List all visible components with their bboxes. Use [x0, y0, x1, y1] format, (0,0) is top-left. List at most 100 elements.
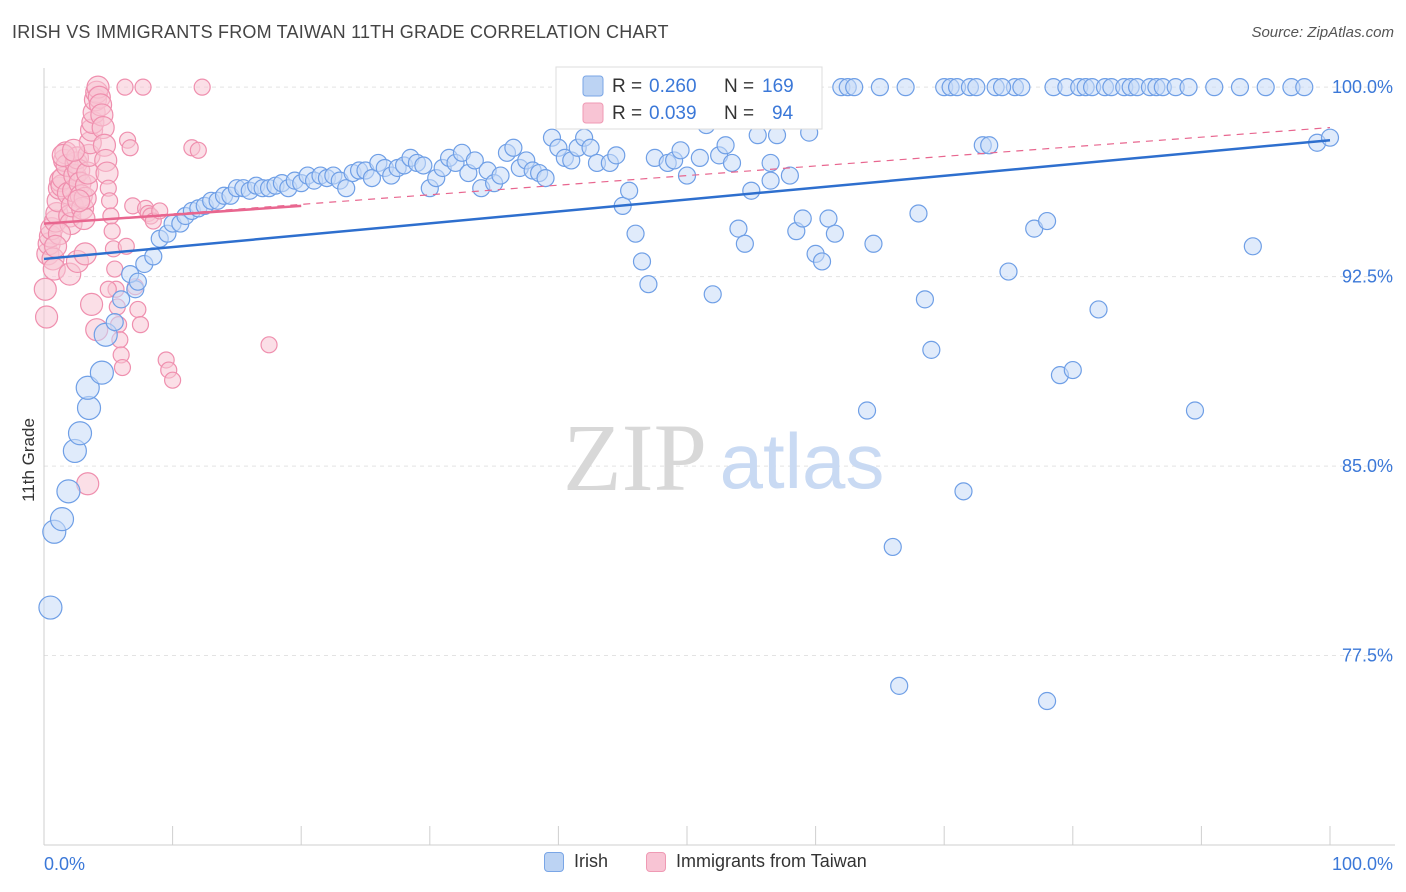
- taiwan-point: [121, 139, 139, 157]
- irish-point: [716, 136, 735, 155]
- trendline-irish: [43, 138, 1331, 261]
- irish-point: [491, 166, 510, 185]
- irish-point: [864, 234, 883, 253]
- taiwan-point: [113, 358, 132, 377]
- taiwan-point: [103, 222, 121, 240]
- irish-point: [722, 153, 742, 173]
- irish-points: [38, 78, 1340, 711]
- irish-point: [890, 676, 909, 695]
- irish-point: [1256, 78, 1275, 97]
- irish-point: [1063, 360, 1082, 380]
- taiwan-point: [193, 78, 211, 96]
- irish-point: [1185, 401, 1205, 420]
- trendline-taiwan-extended: [43, 126, 1331, 225]
- trendline-taiwan: [43, 204, 302, 225]
- bottom-legend-label-irish: Irish: [574, 851, 609, 871]
- legend-r-value-irish: 0.260: [649, 76, 697, 97]
- irish-point: [1012, 78, 1031, 97]
- irish-point: [536, 168, 555, 188]
- x-tick-label-left: 0.0%: [44, 854, 85, 874]
- irish-point: [671, 141, 690, 160]
- legend-r-label-irish: R =: [612, 76, 642, 97]
- taiwan-point: [33, 277, 57, 301]
- trendlines: [43, 126, 1331, 261]
- watermark: ZIP atlas: [563, 404, 884, 511]
- y-tick-label: 92.5%: [1342, 267, 1393, 287]
- irish-point: [89, 360, 114, 385]
- irish-point: [1037, 691, 1057, 711]
- irish-point: [883, 537, 902, 557]
- irish-point: [967, 78, 986, 97]
- irish-point: [1089, 300, 1108, 319]
- axes: [43, 68, 1395, 846]
- taiwan-point: [106, 260, 124, 278]
- watermark-atlas: atlas: [720, 417, 885, 505]
- y-tick-label: 100.0%: [1332, 77, 1393, 97]
- irish-point: [581, 138, 600, 157]
- irish-point: [954, 482, 973, 501]
- taiwan-point: [79, 292, 104, 317]
- irish-point: [626, 224, 645, 243]
- irish-point: [67, 421, 93, 446]
- taiwan-point: [67, 189, 91, 213]
- irish-point: [414, 156, 433, 175]
- irish-point: [735, 234, 754, 253]
- irish-point: [1230, 78, 1250, 97]
- irish-point: [677, 166, 697, 185]
- irish-point: [825, 224, 844, 243]
- irish-point: [112, 290, 131, 309]
- irish-point: [729, 219, 748, 238]
- irish-point: [999, 262, 1018, 281]
- irish-point: [896, 78, 915, 97]
- irish-point: [915, 290, 935, 309]
- irish-point: [812, 252, 832, 271]
- irish-point: [1295, 78, 1314, 97]
- gridlines: [44, 86, 1395, 657]
- y-axis-label: 11th Grade: [19, 418, 38, 502]
- irish-point: [703, 285, 722, 304]
- x-tick-label-right: 100.0%: [1332, 854, 1393, 874]
- chart-title: IRISH VS IMMIGRANTS FROM TAIWAN 11TH GRA…: [12, 22, 669, 42]
- legend-n-value-irish: 169: [762, 76, 794, 97]
- irish-point: [76, 395, 102, 421]
- irish-point: [870, 78, 890, 97]
- irish-point: [780, 166, 799, 185]
- irish-point: [742, 181, 761, 200]
- taiwan-point: [129, 300, 147, 319]
- watermark-zip: ZIP: [563, 404, 707, 511]
- legend-r-label-taiwan: R =: [612, 103, 642, 124]
- irish-point: [105, 312, 124, 332]
- y-tick-label: 85.0%: [1342, 456, 1393, 476]
- taiwan-point: [102, 207, 120, 225]
- taiwan-point: [34, 305, 59, 329]
- irish-point: [761, 171, 780, 190]
- irish-point: [857, 401, 877, 420]
- irish-point: [620, 181, 639, 200]
- irish-point: [922, 340, 941, 359]
- irish-point: [632, 252, 652, 271]
- irish-point: [639, 275, 658, 294]
- bottom-legend: Irish Immigrants from Taiwan: [0, 851, 1406, 879]
- taiwan-point: [260, 336, 278, 354]
- irish-point: [49, 507, 75, 532]
- legend-swatch-irish: [582, 75, 604, 97]
- legend-swatch-taiwan: [582, 102, 604, 124]
- legend: R = 0.260 N = 169 R = 0.039 N = 94: [555, 66, 823, 130]
- source-label: Source: ZipAtlas.com: [1251, 24, 1394, 41]
- irish-point: [1179, 78, 1198, 97]
- irish-point: [819, 209, 838, 228]
- irish-point: [761, 153, 780, 173]
- taiwan-point: [164, 371, 182, 389]
- bottom-legend-taiwan: Immigrants from Taiwan: [646, 851, 867, 872]
- irish-point: [607, 146, 626, 165]
- bottom-legend-swatch-irish: [544, 851, 564, 872]
- legend-r-value-taiwan: 0.039: [649, 103, 697, 124]
- legend-n-label-taiwan: N =: [724, 103, 754, 124]
- irish-point: [465, 151, 484, 170]
- y-tick-label: 77.5%: [1342, 646, 1393, 666]
- irish-point: [1243, 237, 1262, 256]
- irish-point: [362, 168, 382, 188]
- taiwan-point: [131, 316, 150, 334]
- irish-point: [980, 136, 999, 155]
